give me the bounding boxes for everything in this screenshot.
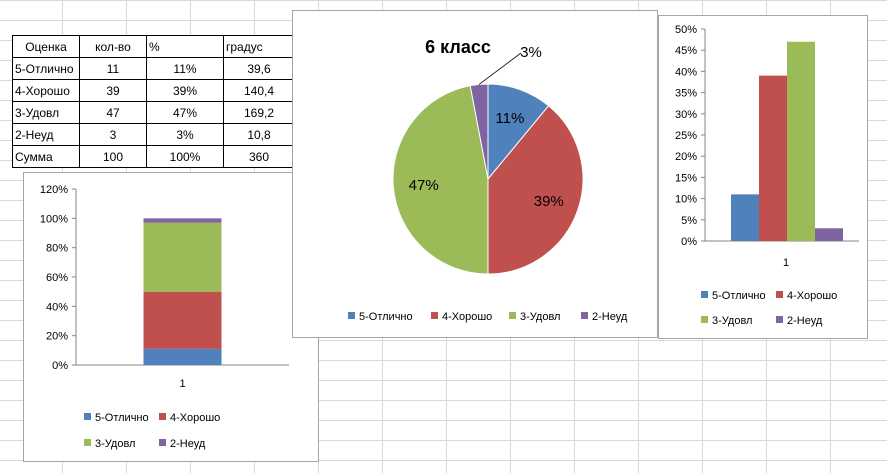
stacked-chart[interactable]: 0% 20% 40% 60% 80% 100% 120% 1 5-Отлично 4-Хорошо…	[23, 172, 319, 462]
y-tick-label: 40%	[46, 301, 68, 313]
table-row: 3-Удовл 47 47% 169,2	[12, 101, 295, 124]
column-bar	[787, 41, 815, 241]
table-header-row: Оценка кол-во % градус	[12, 35, 295, 58]
legend-swatch	[84, 413, 91, 420]
y-tick-label: 100%	[40, 213, 68, 225]
table-row: 4-Хорошо 39 39% 140,4	[12, 79, 295, 102]
data-label: 47%	[409, 177, 439, 194]
legend-label: 4-Хорошо	[442, 311, 492, 323]
table-cell[interactable]: 140,4	[223, 79, 295, 102]
y-tick-label: 120%	[40, 184, 68, 196]
y-tick-label: 25%	[675, 130, 697, 142]
y-tick-label: 0%	[681, 236, 697, 248]
pie-chart-svg: 6 класс 11% 39% 47% 3% 5-Отлично 4-Хорошо 3-Удо…	[348, 37, 628, 323]
legend-label: 4-Хорошо	[170, 412, 220, 424]
y-tick-label: 10%	[675, 194, 697, 206]
y-tick-label: 60%	[46, 272, 68, 284]
y-tick-label: 40%	[675, 66, 697, 78]
y-tick-label: 80%	[46, 243, 68, 255]
legend-swatch	[348, 312, 355, 319]
x-tick-label: 1	[783, 257, 789, 269]
x-tick-label: 1	[179, 378, 185, 390]
table-row: 2-Неуд 3 3% 10,8	[12, 123, 295, 146]
y-tick-label: 0%	[52, 360, 68, 372]
table-row: 5-Отлично 11 11% 39,6	[12, 57, 295, 80]
legend-swatch	[701, 316, 708, 323]
legend-label: 3-Удовл	[520, 311, 560, 323]
table-cell[interactable]: 10,8	[223, 123, 295, 146]
table-cell[interactable]: 3%	[146, 123, 224, 146]
y-tick-label: 45%	[675, 45, 697, 57]
y-tick-label: 5%	[681, 215, 697, 227]
column-bar	[731, 194, 759, 241]
table-cell[interactable]: 39,6	[223, 57, 295, 80]
y-tick-label: 30%	[675, 109, 697, 121]
table-cell[interactable]: 100%	[146, 145, 224, 168]
bar-segment	[143, 291, 222, 349]
legend-swatch	[509, 312, 516, 319]
table-cell[interactable]: 47%	[146, 101, 224, 124]
header-cell[interactable]: градус	[223, 35, 295, 58]
legend-label: 3-Удовл	[95, 438, 135, 450]
legend-label: 5-Отлично	[712, 290, 766, 302]
header-cell[interactable]: %	[146, 35, 224, 58]
data-label: 39%	[534, 193, 564, 210]
column-bar	[815, 228, 843, 241]
y-tick-label: 20%	[46, 331, 68, 343]
legend-label: 2-Неуд	[170, 438, 206, 450]
legend-swatch	[431, 312, 438, 319]
table-cell[interactable]: 39	[79, 79, 147, 102]
table-cell[interactable]: 2-Неуд	[12, 123, 80, 146]
pie-slice	[392, 85, 489, 275]
column-chart-svg: 0% 5% 10% 15% 20% 25% 30% 35% 40% 45% 50% 1 5-Отличн…	[675, 24, 859, 327]
legend-swatch	[84, 439, 91, 446]
chart-title: 6 класс	[425, 37, 491, 57]
table-cell[interactable]: 39%	[146, 79, 224, 102]
legend-swatch	[159, 413, 166, 420]
stacked-chart-svg: 0% 20% 40% 60% 80% 100% 120% 1 5-Отлично 4-Хорошо…	[40, 184, 289, 450]
table-cell[interactable]: 169,2	[223, 101, 295, 124]
bar-segment	[143, 222, 222, 292]
legend-label: 5-Отлично	[359, 311, 413, 323]
bar-segment	[143, 218, 222, 223]
legend-swatch	[776, 316, 783, 323]
y-tick-label: 50%	[675, 24, 697, 36]
table-cell[interactable]: 47	[79, 101, 147, 124]
legend-label: 3-Удовл	[712, 315, 752, 327]
legend-label: 5-Отлично	[95, 412, 149, 424]
legend-swatch	[159, 439, 166, 446]
pie-slice	[487, 105, 584, 275]
data-label: 11%	[495, 110, 524, 127]
y-tick-label: 15%	[675, 172, 697, 184]
legend-swatch	[581, 312, 588, 319]
y-tick-label: 20%	[675, 151, 697, 163]
table-cell[interactable]: 11%	[146, 57, 224, 80]
y-tick-label: 35%	[675, 88, 697, 100]
leader-line	[478, 52, 522, 85]
table-cell[interactable]: 11	[79, 57, 147, 80]
legend-label: 4-Хорошо	[787, 290, 837, 302]
column-chart[interactable]: 0% 5% 10% 15% 20% 25% 30% 35% 40% 45% 50% 1 5-Отличн…	[658, 15, 868, 339]
table-row: Сумма 100 100% 360	[12, 145, 295, 168]
table-cell[interactable]: 3-Удовл	[12, 101, 80, 124]
pie-slice	[487, 83, 550, 181]
legend-label: 2-Неуд	[787, 315, 823, 327]
legend-swatch	[776, 291, 783, 298]
table-cell[interactable]: 4-Хорошо	[12, 79, 80, 102]
column-bar	[759, 75, 787, 241]
legend-label: 2-Неуд	[592, 311, 628, 323]
header-cell[interactable]: кол-во	[79, 35, 147, 58]
table-cell[interactable]: 5-Отлично	[12, 57, 80, 80]
bar-segment	[143, 348, 222, 365]
grades-table: Оценка кол-во % градус 5-Отлично 11 11% …	[12, 35, 295, 168]
table-cell[interactable]: 100	[79, 145, 147, 168]
table-cell[interactable]: 360	[223, 145, 295, 168]
header-cell[interactable]: Оценка	[12, 35, 80, 58]
table-cell[interactable]: 3	[79, 123, 147, 146]
pie-chart[interactable]: 6 класс 11% 39% 47% 3% 5-Отлично 4-Хорошо 3-Удо…	[292, 10, 658, 338]
legend-swatch	[701, 291, 708, 298]
table-cell[interactable]: Сумма	[12, 145, 80, 168]
data-label: 3%	[520, 44, 542, 61]
